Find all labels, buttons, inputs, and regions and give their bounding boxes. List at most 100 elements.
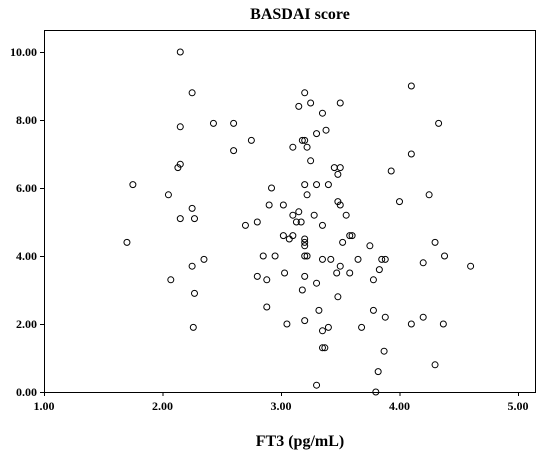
- data-point: [167, 276, 175, 284]
- data-point: [358, 323, 366, 331]
- data-point: [301, 235, 309, 243]
- data-point: [298, 286, 306, 294]
- data-point: [259, 252, 267, 260]
- data-point: [176, 215, 184, 223]
- data-point: [439, 320, 447, 328]
- chart-title: BASDAI score: [250, 6, 350, 23]
- data-point: [301, 252, 309, 260]
- data-point: [467, 262, 475, 270]
- data-point: [387, 167, 395, 175]
- y-axis: 0.00 2.00 4.00 6.00 8.00 10.00: [10, 45, 44, 399]
- data-point: [301, 317, 309, 325]
- data-point: [188, 262, 196, 270]
- data-point: [336, 99, 344, 107]
- data-point: [289, 232, 297, 240]
- data-point: [336, 164, 344, 172]
- data-point: [336, 262, 344, 270]
- data-point: [263, 276, 271, 284]
- data-point: [369, 306, 377, 314]
- data-point: [301, 242, 309, 250]
- data-point: [303, 143, 311, 151]
- y-tick-label: 4.00: [16, 249, 37, 263]
- data-point: [330, 164, 338, 172]
- data-point: [318, 109, 326, 117]
- data-point: [253, 218, 261, 226]
- data-point: [289, 211, 297, 219]
- data-point: [348, 232, 356, 240]
- y-tick-label: 8.00: [16, 113, 37, 127]
- y-tick-label: 0.00: [16, 385, 37, 399]
- data-point: [324, 323, 332, 331]
- data-point: [313, 279, 321, 287]
- data-point: [374, 368, 382, 376]
- data-point: [381, 313, 389, 321]
- x-tick-label: 2.00: [152, 399, 173, 413]
- data-point: [324, 181, 332, 189]
- data-point: [188, 204, 196, 212]
- x-tick-label: 5.00: [508, 399, 529, 413]
- data-point: [313, 181, 321, 189]
- data-point: [176, 123, 184, 131]
- data-point: [230, 147, 238, 155]
- data-point: [419, 259, 427, 267]
- data-point: [310, 211, 318, 219]
- data-point: [327, 255, 335, 263]
- data-point: [295, 208, 303, 216]
- data-point: [425, 191, 433, 199]
- data-point: [188, 89, 196, 97]
- data-point: [372, 388, 380, 396]
- data-point: [301, 272, 309, 280]
- data-point: [297, 218, 305, 226]
- data-point: [279, 232, 287, 240]
- data-point: [380, 347, 388, 355]
- data-point: [279, 201, 287, 209]
- data-point: [407, 320, 415, 328]
- data-point: [334, 170, 342, 178]
- data-point: [313, 381, 321, 389]
- x-tick-label: 1.00: [34, 399, 55, 413]
- data-point: [271, 252, 279, 260]
- data-point: [396, 198, 403, 206]
- data-point: [339, 238, 347, 246]
- data-point: [419, 313, 427, 321]
- data-point: [354, 255, 362, 263]
- data-point: [190, 215, 198, 223]
- data-point: [189, 323, 197, 331]
- data-point: [298, 136, 306, 144]
- data-point: [378, 255, 386, 263]
- x-axis-label: FT3 (pg/mL): [256, 433, 344, 450]
- data-point: [190, 289, 198, 297]
- data-point: [289, 143, 297, 151]
- data-point: [407, 150, 415, 158]
- data-point: [334, 293, 342, 301]
- data-point: [322, 126, 330, 134]
- data-point: [301, 136, 309, 144]
- plot-frame: [44, 30, 536, 393]
- data-point: [307, 157, 315, 165]
- data-point: [303, 191, 311, 199]
- data-point: [321, 344, 329, 352]
- data-point: [268, 184, 276, 192]
- data-point: [241, 221, 249, 229]
- data-point: [301, 238, 309, 246]
- data-point: [407, 82, 415, 90]
- data-point: [431, 361, 439, 369]
- data-point: [375, 266, 383, 274]
- data-point: [164, 191, 172, 199]
- y-tick-label: 10.00: [10, 45, 37, 59]
- data-points: [123, 48, 475, 396]
- data-point: [263, 303, 271, 311]
- data-point: [281, 269, 289, 277]
- data-point: [247, 136, 255, 144]
- data-point: [303, 252, 311, 260]
- data-point: [230, 119, 238, 127]
- data-point: [301, 181, 309, 189]
- data-point: [307, 99, 315, 107]
- x-tick-label: 4.00: [389, 399, 410, 413]
- data-point: [381, 255, 389, 263]
- data-point: [253, 272, 261, 280]
- data-point: [336, 201, 344, 209]
- data-point: [318, 221, 326, 229]
- data-point: [313, 130, 321, 138]
